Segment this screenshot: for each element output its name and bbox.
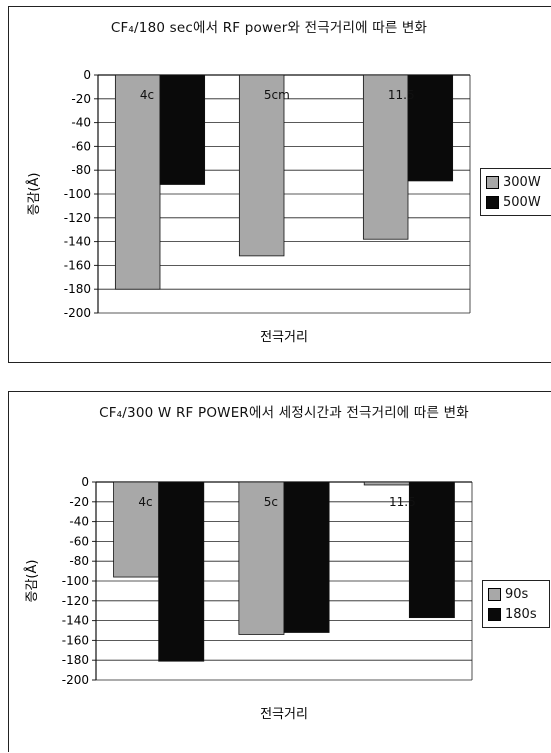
y-tick-label: -80 [71, 163, 91, 177]
category-label: 4c [140, 88, 154, 102]
y-axis-title: 증감(Å) [24, 560, 40, 603]
y-tick-label: -140 [62, 614, 89, 628]
y-tick-label: 0 [81, 475, 89, 489]
legend-swatch [488, 607, 501, 621]
y-tick-label: -40 [71, 116, 91, 130]
y-tick-label: -180 [64, 282, 91, 296]
legend-swatch [486, 195, 499, 209]
legend-label: 180s [505, 606, 537, 622]
y-tick-label: -200 [64, 306, 91, 320]
bar-500w-0 [159, 74, 206, 185]
bar-180s-1 [283, 481, 330, 633]
chart-legend: 300W 500W [480, 168, 551, 216]
y-tick-label: -200 [62, 673, 89, 687]
y-tick-label: -20 [71, 92, 91, 106]
legend-label: 90s [505, 586, 529, 602]
y-tick-label: -100 [64, 187, 91, 201]
category-label: 4c [138, 495, 152, 509]
legend-label: 500W [503, 194, 541, 210]
chart-title: CF₄/300 W RF POWER에서 세정시간과 전극거리에 따른 변화 [99, 405, 469, 421]
category-label: 11.5 [388, 88, 415, 102]
bar-180s-2 [408, 481, 455, 619]
bar-300w-0 [114, 74, 161, 290]
y-tick-label: -20 [69, 495, 89, 509]
chart-legend: 90s 180s [482, 580, 550, 628]
category-label: 5c [264, 495, 278, 509]
bar-90s-1 [238, 481, 285, 635]
legend-swatch [488, 587, 501, 601]
y-tick-label: -120 [64, 211, 91, 225]
y-tick-label: -60 [71, 139, 91, 153]
legend-label: 300W [503, 174, 541, 190]
chart-title: CF₄/180 sec에서 RF power와 전극거리에 따른 변화 [110, 20, 428, 36]
bar-300w-2 [362, 74, 409, 240]
y-tick-label: -100 [62, 574, 89, 588]
y-tick-label: -80 [69, 554, 89, 568]
bar-90s-2 [363, 481, 410, 486]
bar-500w-2 [407, 74, 454, 182]
y-tick-label: 0 [83, 68, 91, 82]
y-tick-label: -180 [62, 653, 89, 667]
x-axis-title: 전극거리 [260, 330, 308, 345]
y-tick-label: -120 [62, 594, 89, 608]
legend-item: 90s [488, 584, 544, 604]
category-label: 5cm [264, 88, 290, 102]
y-tick-label: -160 [64, 258, 91, 272]
bar-180s-0 [158, 481, 205, 662]
y-tick-label: -60 [69, 534, 89, 548]
legend-swatch [486, 175, 499, 189]
y-tick-label: -160 [62, 633, 89, 647]
legend-item: 180s [488, 604, 544, 624]
y-axis-title: 증감(Å) [26, 173, 42, 216]
x-axis-title: 전극거리 [260, 707, 308, 722]
bar-90s-0 [113, 481, 160, 578]
y-tick-label: -40 [69, 515, 89, 529]
y-tick-label: -140 [64, 235, 91, 249]
legend-item: 300W [486, 172, 548, 192]
legend-item: 500W [486, 192, 548, 212]
bar-300w-1 [238, 74, 285, 257]
category-label: 11.5 [389, 495, 416, 509]
